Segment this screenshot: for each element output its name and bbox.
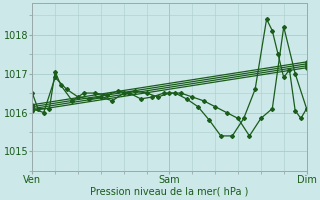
X-axis label: Pression niveau de la mer( hPa ): Pression niveau de la mer( hPa ) <box>90 187 249 197</box>
